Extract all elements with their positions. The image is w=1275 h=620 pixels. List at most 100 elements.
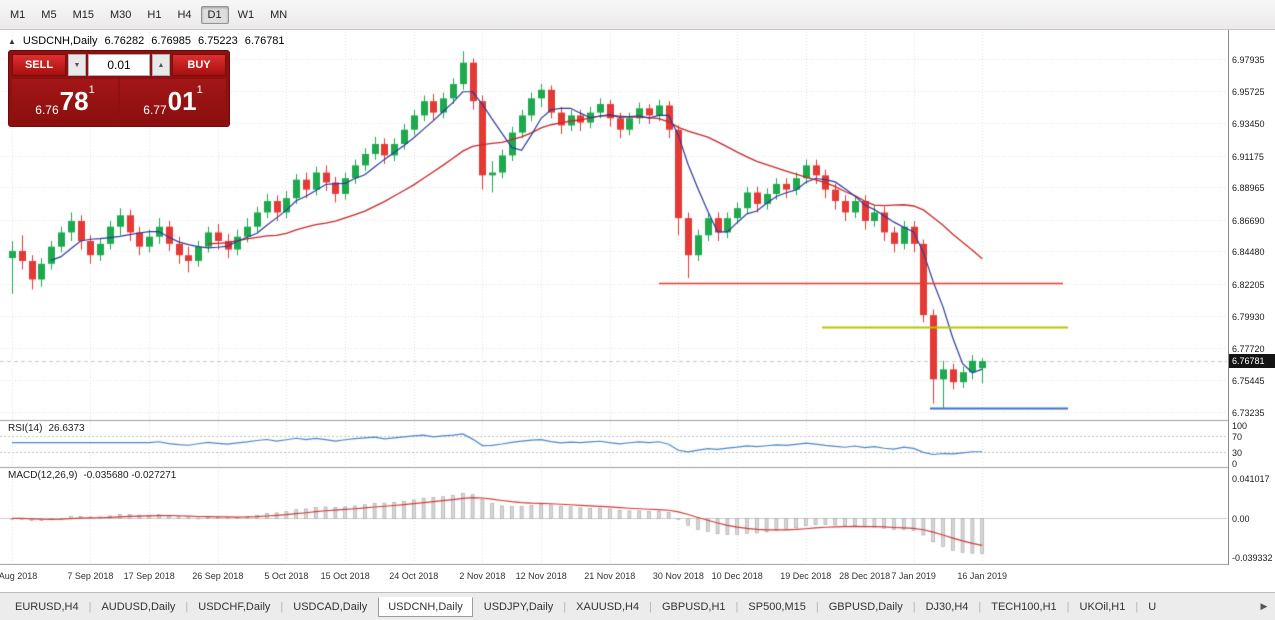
tab-usdjpy-daily[interactable]: USDJPY,Daily [483,600,554,613]
tab-separator: | [735,600,739,613]
date-axis-label: 12 Nov 2018 [515,571,567,581]
tab-scroll-right-icon: ▶ [1260,601,1268,611]
tab-usdcad-daily[interactable]: USDCAD,Daily [293,600,368,613]
rsi-axis-label: 0 [1232,459,1238,469]
price-axis-label: 6.93450 [1232,119,1265,130]
date-axis-label: 28 Dec 2018 [839,571,891,581]
macd-indicator-value: -0.035680 -0.027271 [83,470,177,481]
date-axis-label: 26 Sep 2018 [192,571,244,581]
tab-separator: | [978,600,982,613]
price-axis-label: 6.95725 [1232,86,1265,97]
current-price-badge: 6.76781 [1229,354,1275,369]
macd-axis-label: -0.039332 [1232,553,1273,563]
price-axis-label: 6.73235 [1232,407,1265,418]
ask-price-big: 01 [167,86,197,116]
date-axis-label: 10 Dec 2018 [711,571,763,581]
price-axis-label: 6.88965 [1232,183,1265,194]
tab-separator: | [185,600,189,613]
macd-indicator-name: MACD(12,26,9) [8,470,78,481]
rsi-indicator-name: RSI(14) [8,423,43,434]
volume-decrease-button[interactable]: ▼ [68,54,86,76]
price-axis-label: 6.91175 [1232,151,1264,162]
tab-tech100-h1[interactable]: TECH100,H1 [991,600,1057,613]
bid-price-prefix: 6.76 [35,103,59,117]
collapse-icon[interactable]: ▲ [8,36,16,46]
ohlc-high: 6.76985 [151,35,192,47]
price-axis-label: 6.82205 [1232,279,1265,290]
timeframe-button-mn[interactable]: MN [263,6,294,24]
tab-separator: | [912,600,916,613]
date-axis-label: 17 Sep 2018 [123,571,175,581]
tab-separator: | [1135,600,1139,613]
price-axis-label: 6.75445 [1232,376,1265,387]
tab-separator: | [1066,600,1070,613]
date-axis-label: 21 Nov 2018 [584,571,636,581]
tab-sp500-m15[interactable]: SP500,M15 [748,600,806,613]
tab-separator: | [280,600,284,613]
timeframe-toolbar: M1 M5 M15 M30 H1 H4 D1 W1 MN [0,0,1275,30]
tab-u[interactable]: U [1148,600,1157,613]
price-axis-label: 6.77720 [1232,343,1265,354]
tab-separator: | [563,600,567,613]
tab-separator: | [649,600,652,613]
tab-scroll-right-button[interactable]: ▶ [1256,598,1272,615]
timeframe-button-m1[interactable]: M1 [3,6,32,24]
timeframe-button-w1[interactable]: W1 [231,6,262,24]
date-axis-label: 24 Oct 2018 [389,571,439,581]
chart-tab-bar: EURUSD,H4 | AUDUSD,Daily | USDCHF,Daily | USDC… [0,592,1275,620]
tab-ukoil-h1[interactable]: UKOil,H1 [1079,600,1126,613]
chart-title: ▲ USDCNH,Daily 6.76282 6.76985 6.75223 6… [8,35,285,47]
ask-price-panel[interactable]: 6.77 01 1 [120,79,226,123]
timeframe-button-m15[interactable]: M15 [66,6,101,24]
volume-input[interactable] [88,54,150,76]
date-axis: 28 Aug 2018 7 Sep 2018 17 Sep 2018 26 Sep 2… [0,565,1228,592]
price-axis-label: 6.97935 [1232,55,1265,66]
sell-button[interactable]: SELL [12,54,66,76]
ohlc-open: 6.76282 [104,35,145,47]
timeframe-button-d1[interactable]: D1 [200,5,229,24]
bid-price-panel[interactable]: 6.76 78 1 [12,79,118,123]
chart-symbol: USDCNH,Daily [22,35,98,47]
tab-separator: | [815,600,819,613]
tab-gbpusd-h1[interactable]: GBPUSD,H1 [661,600,726,613]
macd-axis-label: 0.00 [1232,514,1250,525]
rsi-indicator-value: 26.6373 [48,423,85,434]
macd-pane-label: MACD(12,26,9) -0.035680 -0.027271 [8,470,176,481]
ohlc-close: 6.76781 [244,35,285,47]
date-axis-label: 7 Sep 2018 [67,571,114,581]
date-axis-label: 28 Aug 2018 [0,571,38,581]
rsi-axis-label: 70 [1232,432,1243,443]
timeframe-button-h4[interactable]: H4 [170,6,198,24]
date-axis-label: 30 Nov 2018 [652,571,704,581]
volume-increase-button[interactable]: ▲ [152,54,170,76]
timeframe-button-m5[interactable]: M5 [34,6,63,24]
date-axis-label: 16 Jan 2019 [957,571,1007,581]
tab-eurusd-h4[interactable]: EURUSD,H4 [15,600,79,613]
ask-price-prefix: 6.77 [143,103,167,117]
date-axis-label: 19 Dec 2018 [780,571,832,581]
timeframe-button-m30[interactable]: M30 [103,6,138,24]
tab-dj30-h4[interactable]: DJ30,H4 [925,600,969,613]
price-axis-label: 6.79930 [1232,312,1265,323]
tab-usdcnh-daily[interactable]: USDCNH,Daily [378,596,473,617]
tab-separator: | [88,600,92,613]
tab-usdchf-daily[interactable]: USDCHF,Daily [198,600,271,613]
date-axis-label: 2 Nov 2018 [459,571,506,581]
ask-price-pipette: 1 [196,84,203,96]
tab-gbpusd-daily[interactable]: GBPUSD,Daily [828,600,903,613]
tab-xauusd-h4[interactable]: XAUUSD,H4 [576,600,640,613]
ohlc-low: 6.75223 [198,35,238,47]
tab-audusd-daily[interactable]: AUDUSD,Daily [101,600,176,613]
rsi-axis-label: 100 [1232,421,1248,431]
price-axis-label: 6.86690 [1232,215,1265,226]
bid-price-pipette: 1 [88,84,95,96]
buy-button[interactable]: BUY [172,54,226,76]
chart-area: ▲ USDCNH,Daily 6.76282 6.76985 6.75223 6… [0,30,1275,565]
price-axis-label: 6.84480 [1232,247,1265,258]
date-axis-label: 15 Oct 2018 [320,571,370,581]
rsi-pane-label: RSI(14) 26.6373 [8,423,85,434]
rsi-axis-label: 30 [1232,447,1243,458]
timeframe-button-h1[interactable]: H1 [140,6,168,24]
price-axis: 6.76781 6.97935 6.95725 6.93450 6.91175 6.88… [1228,30,1275,565]
